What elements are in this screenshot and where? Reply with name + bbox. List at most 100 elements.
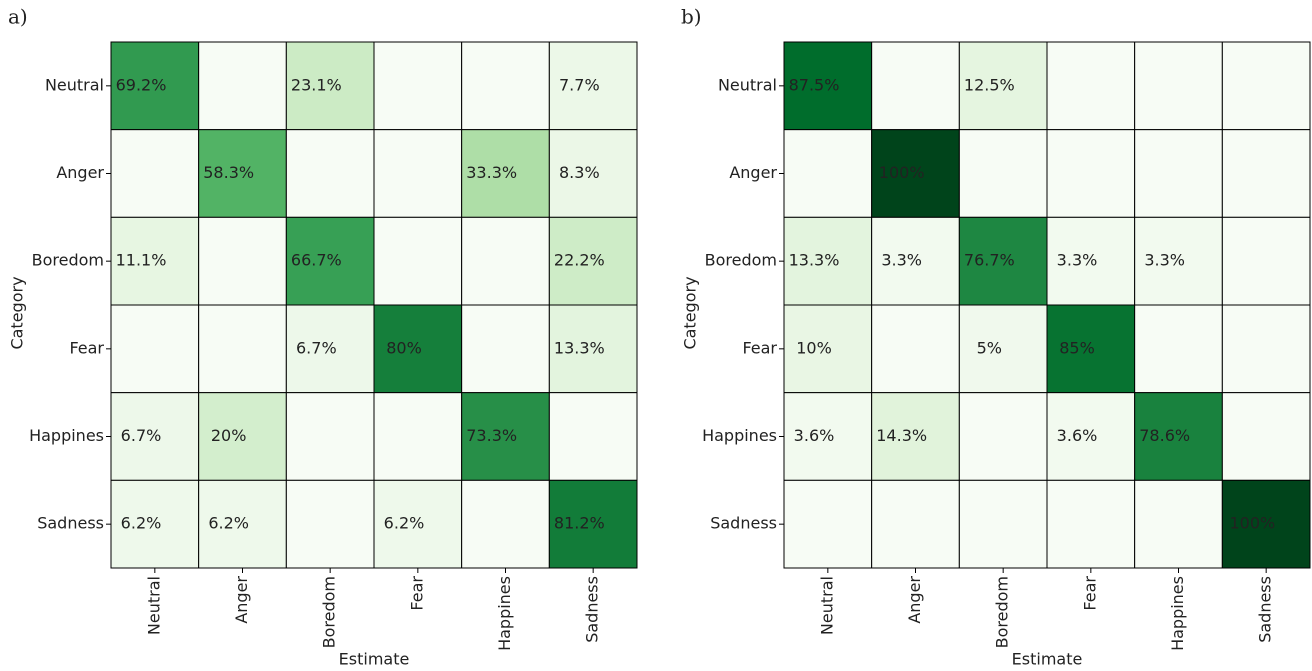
heatmap-cell: [958, 479, 1048, 569]
heatmap-cell: [1046, 41, 1136, 131]
cell-label: 78.6%: [1139, 426, 1190, 445]
cell-label: 6.7%: [296, 338, 337, 357]
heatmap-cell: [958, 216, 1048, 306]
y-tick-label: Neutral: [718, 75, 777, 94]
heatmap-cell: [285, 41, 375, 131]
y-tick-label: Boredom: [705, 251, 777, 270]
x-tick-label: Boredom: [320, 576, 339, 648]
cell-label: 80%: [386, 338, 422, 357]
cell-label: 3.6%: [794, 426, 835, 445]
y-tick-label: Boredom: [32, 251, 104, 270]
heatmap-cell: [783, 129, 873, 218]
cell-label: 3.3%: [1057, 251, 1098, 270]
heatmap-cell: [198, 304, 287, 394]
heatmap-cell: [1221, 41, 1311, 131]
cell-label: 33.3%: [466, 163, 517, 182]
cell-label: 6.7%: [121, 426, 162, 445]
heatmap-cell: [285, 129, 375, 218]
x-tick-label: Neutral: [144, 576, 163, 635]
heatmap-cell: [1221, 304, 1311, 394]
heatmap-cell: [461, 129, 550, 218]
y-tick-label: Anger: [729, 163, 777, 182]
cell-label: 87.5%: [789, 75, 840, 94]
heatmap-cell: [198, 392, 287, 481]
heatmap-cell: [110, 304, 200, 394]
x-tick-label: Fear: [407, 576, 426, 611]
heatmap-cell: [461, 392, 550, 481]
heatmap-cell: [461, 41, 550, 131]
heatmap-cell: [110, 41, 200, 131]
heatmap-cell: [461, 216, 550, 306]
x-axis-label: Estimate: [339, 650, 410, 669]
heatmap-cell: [548, 304, 638, 394]
heatmap-cell: [871, 479, 960, 569]
heatmap-cell: [1046, 129, 1136, 218]
heatmap-cell: [1221, 216, 1311, 306]
cell-label: 100%: [1229, 514, 1275, 533]
heatmap-cell: [871, 41, 960, 131]
heatmap-cell: [373, 216, 463, 306]
heatmap-cell: [110, 392, 200, 481]
heatmap-cell: [1046, 216, 1136, 306]
heatmap-cell: [1046, 479, 1136, 569]
y-axis-label: Category: [681, 276, 700, 349]
y-tick-label: Sadness: [710, 514, 777, 533]
x-tick-label: Happines: [495, 576, 514, 651]
y-tick-label: Sadness: [37, 514, 104, 533]
heatmap-cell: [958, 392, 1048, 481]
x-tick-label: Anger: [905, 576, 924, 624]
heatmap-cell: [198, 479, 287, 569]
y-axis-label: Category: [8, 276, 27, 349]
heatmap-cell: [285, 304, 375, 394]
heatmap-cell: [461, 304, 550, 394]
panel-label: a): [8, 5, 28, 29]
x-tick-label: Boredom: [993, 576, 1012, 648]
x-tick-label: Happines: [1168, 576, 1187, 651]
cell-label: 22.2%: [554, 251, 605, 270]
heatmap-cell: [958, 41, 1048, 131]
y-tick-label: Fear: [742, 338, 777, 357]
x-tick-label: Sadness: [583, 576, 602, 643]
heatmap-cell: [548, 479, 638, 569]
cell-label: 76.7%: [964, 251, 1015, 270]
heatmap-cell: [958, 129, 1048, 218]
cell-label: 5%: [977, 338, 1002, 357]
cell-label: 23.1%: [291, 75, 342, 94]
x-tick-label: Fear: [1080, 576, 1099, 611]
heatmap-cell: [373, 479, 463, 569]
y-tick-label: Happines: [29, 426, 104, 445]
x-axis-label: Estimate: [1012, 650, 1083, 669]
heatmap-cell: [285, 216, 375, 306]
heatmap-cell: [1134, 216, 1223, 306]
heatmap-cell: [110, 129, 200, 218]
heatmap-cell: [1046, 392, 1136, 481]
cell-label: 69.2%: [116, 75, 167, 94]
y-tick-label: Fear: [69, 338, 104, 357]
cell-label: 66.7%: [291, 251, 342, 270]
heatmap-cell: [1134, 479, 1223, 569]
cell-label: 3.3%: [1144, 251, 1185, 270]
cell-label: 6.2%: [208, 514, 249, 533]
cell-label: 12.5%: [964, 75, 1015, 94]
cell-label: 100%: [879, 163, 925, 182]
heatmap-cell: [373, 392, 463, 481]
heatmap-cell: [1221, 129, 1311, 218]
heatmap-cell: [871, 216, 960, 306]
heatmap-cell: [373, 129, 463, 218]
heatmap-cell: [871, 304, 960, 394]
cell-label: 14.3%: [876, 426, 927, 445]
cell-label: 13.3%: [554, 338, 605, 357]
heatmap-cell: [548, 129, 638, 218]
heatmap-cell: [1134, 392, 1223, 481]
heatmap-cell: [1221, 479, 1311, 569]
heatmap-cell: [871, 392, 960, 481]
y-tick-label: Happines: [702, 426, 777, 445]
heatmap-cell: [958, 304, 1048, 394]
heatmap-cell: [285, 392, 375, 481]
heatmap-cell: [1134, 304, 1223, 394]
cell-label: 20%: [211, 426, 247, 445]
heatmap-cell: [198, 216, 287, 306]
cell-label: 11.1%: [116, 251, 167, 270]
heatmap-cell: [198, 41, 287, 131]
